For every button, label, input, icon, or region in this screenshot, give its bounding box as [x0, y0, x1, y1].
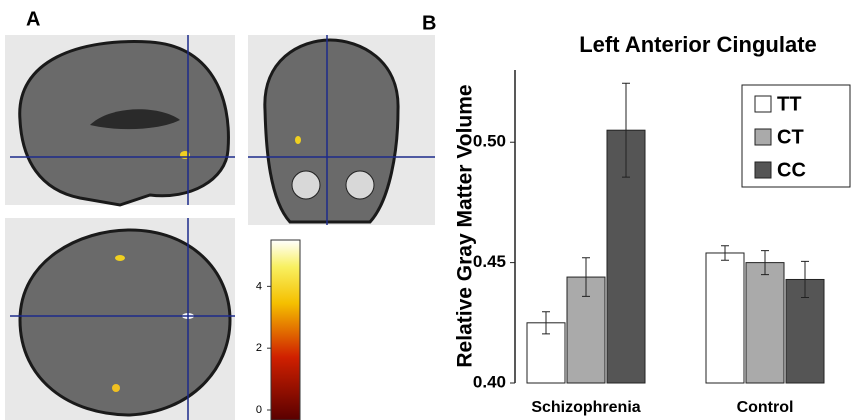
colorbar-tick-label: 2	[256, 342, 262, 354]
colorbar	[271, 240, 300, 420]
y-axis-label: Relative Gray Matter Volume	[454, 84, 477, 367]
panel-label: A	[26, 8, 40, 30]
brain-images	[5, 35, 435, 420]
colorbar-tick-label: 0	[256, 404, 262, 416]
x-tick-label: Schizophrenia	[531, 399, 640, 416]
legend-swatch	[755, 129, 771, 145]
bar	[746, 263, 784, 383]
legend-label: CT	[777, 126, 804, 148]
legend-swatch	[755, 162, 771, 178]
chart-title: Left Anterior Cingulate	[579, 32, 817, 57]
y-tick-label: 0.45	[473, 252, 506, 271]
figure: A B Left Anterior Cingulate Relative Gra…	[0, 0, 861, 420]
bar	[706, 253, 744, 383]
panel-label: B	[422, 12, 436, 34]
legend-swatch	[755, 96, 771, 112]
y-tick-label: 0.40	[473, 372, 506, 391]
x-tick-label: Control	[737, 399, 794, 416]
y-tick-label: 0.50	[473, 132, 506, 151]
legend-label: TT	[777, 93, 801, 115]
colorbar-tick-label: 4	[256, 280, 262, 292]
legend-label: CC	[777, 159, 806, 181]
